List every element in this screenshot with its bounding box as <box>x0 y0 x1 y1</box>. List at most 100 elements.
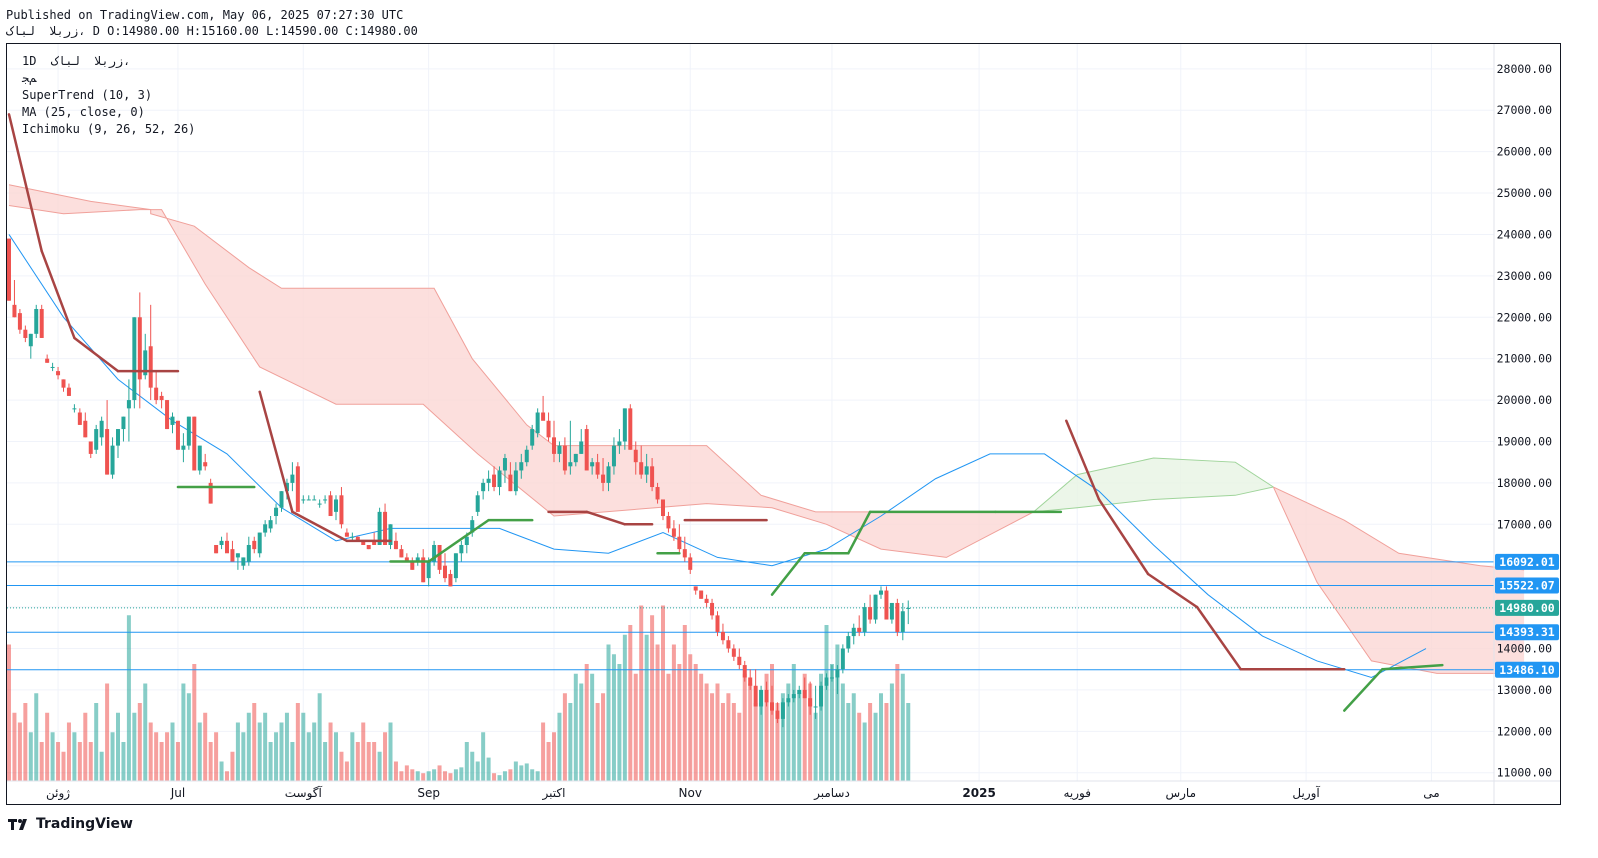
volume-bar <box>464 742 469 781</box>
candle-body <box>579 441 584 454</box>
volume-bar <box>459 767 464 781</box>
tradingview-logo[interactable]: TradingView <box>8 816 133 832</box>
candle <box>753 669 758 707</box>
candle <box>802 677 807 699</box>
price-line-tag: 14393.31 <box>1495 624 1559 641</box>
candle <box>448 569 453 587</box>
legend-ichimoku[interactable]: Ichimoku (9, 26, 52, 26) <box>22 122 196 136</box>
candle <box>28 333 33 359</box>
price-chart[interactable]: 28000.00 27000.00 26000.00 25000.00 24000.00… <box>7 44 1560 804</box>
volume-bar <box>99 751 104 781</box>
volume-bar <box>148 722 153 781</box>
candle-body <box>388 524 393 545</box>
candle <box>50 362 55 372</box>
volume-bar <box>524 763 529 781</box>
volume-bar <box>165 732 170 781</box>
price-tag-label: 16092.01 <box>1499 555 1554 569</box>
candle-body <box>459 544 464 554</box>
x-tick-label: Jul <box>170 786 185 800</box>
candle <box>688 553 693 574</box>
candle <box>295 462 300 512</box>
volume-bar <box>889 683 894 781</box>
candle <box>219 536 224 550</box>
candle <box>595 453 600 479</box>
candle-body <box>165 400 170 430</box>
candle-body <box>137 317 142 380</box>
candle-body <box>192 416 197 471</box>
publish-info: Published on TradingView.com, May 06, 20… <box>6 8 404 22</box>
volume-bar <box>633 673 638 781</box>
supertrend-segment <box>1097 498 1150 576</box>
y-tick-label: 17000.00 <box>1497 517 1552 531</box>
candle-body <box>143 350 148 376</box>
candle-body <box>720 631 725 641</box>
candle-body <box>595 462 600 475</box>
chart-frame[interactable]: 28000.00 27000.00 26000.00 25000.00 24000.00… <box>6 43 1561 805</box>
volume-bar <box>655 644 660 781</box>
volume-bar <box>317 693 322 781</box>
volume-bar <box>306 732 311 781</box>
legend-ma[interactable]: MA (25, close, 0) <box>22 105 145 119</box>
candle <box>137 292 142 409</box>
candle <box>377 507 382 545</box>
candle-body <box>317 503 322 505</box>
candle <box>225 532 229 554</box>
volume-bar <box>579 683 584 781</box>
candle-body <box>541 412 546 421</box>
candle <box>775 702 780 724</box>
candle-body <box>339 495 344 525</box>
volume-bar <box>906 703 911 781</box>
y-tick-label: 14000.00 <box>1497 642 1552 656</box>
candle-body <box>214 544 219 554</box>
candle-body <box>557 445 562 454</box>
volume-bar <box>622 634 627 781</box>
candle <box>88 441 93 459</box>
volume-bar <box>573 673 578 781</box>
candle <box>759 685 764 715</box>
candle <box>186 416 191 450</box>
volume-bar <box>143 683 148 781</box>
candle-body <box>699 590 704 599</box>
volume-bar <box>56 742 61 781</box>
candle <box>279 491 284 512</box>
volume-bar <box>328 722 333 781</box>
candle <box>301 495 306 504</box>
candle <box>459 540 464 562</box>
y-tick-label: 20000.00 <box>1497 393 1552 407</box>
volume-bar <box>284 712 289 781</box>
price-line-tag: 15522.07 <box>1495 577 1559 594</box>
candle <box>835 665 840 695</box>
price-tag-bg <box>1495 599 1559 616</box>
candle-body <box>328 495 333 517</box>
candle-body <box>443 565 447 579</box>
candle-body <box>748 677 753 686</box>
candle <box>94 424 99 454</box>
volume-bar <box>791 664 796 781</box>
candle-body <box>677 536 682 550</box>
candle-body <box>393 540 398 550</box>
volume-bar <box>530 769 535 781</box>
candle-body <box>61 379 66 388</box>
volume-bar <box>415 771 420 781</box>
candle-body <box>742 665 747 678</box>
volume-bar <box>28 732 33 781</box>
candle <box>508 462 513 492</box>
supertrend-segment <box>1065 419 1101 501</box>
candle-body <box>241 557 246 566</box>
volume-bar <box>519 765 524 781</box>
candle <box>143 333 148 380</box>
volume-bar <box>502 771 507 781</box>
candle-body <box>584 429 589 471</box>
volume-bar <box>88 742 93 781</box>
supertrend-segment <box>40 249 76 340</box>
candle-body <box>693 586 698 591</box>
candle-body <box>884 590 889 620</box>
candle <box>497 466 502 496</box>
legend-supertrend[interactable]: SuperTrend (10, 3) <box>22 88 153 102</box>
candle-body <box>726 640 731 649</box>
volume-bar <box>840 683 845 781</box>
candle <box>45 354 50 363</box>
volume-bar <box>759 703 764 781</box>
candle <box>862 602 867 637</box>
volume-bar <box>584 664 589 781</box>
